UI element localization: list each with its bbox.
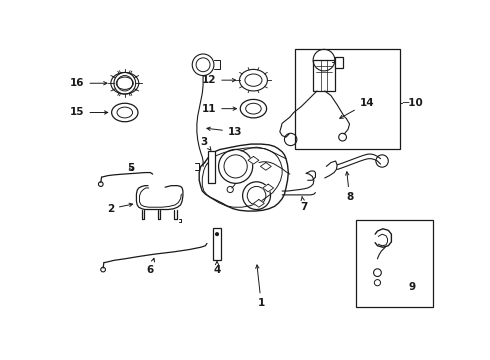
Text: 5: 5 [127, 163, 135, 173]
Ellipse shape [117, 107, 133, 118]
Bar [213, 228, 221, 260]
Bar [313, 60, 335, 91]
Ellipse shape [111, 72, 139, 94]
Bar [335, 57, 343, 68]
Text: 1: 1 [256, 265, 265, 309]
Bar [295, 49, 400, 149]
Text: 8: 8 [345, 172, 353, 202]
Text: 12: 12 [202, 75, 236, 85]
Ellipse shape [240, 99, 267, 118]
Ellipse shape [245, 74, 262, 86]
Ellipse shape [112, 103, 138, 122]
Circle shape [216, 233, 219, 236]
Polygon shape [248, 156, 259, 164]
Text: 16: 16 [70, 78, 107, 88]
Ellipse shape [116, 77, 133, 89]
Text: 15: 15 [70, 108, 108, 117]
Text: 4: 4 [213, 261, 220, 275]
Polygon shape [263, 184, 273, 192]
Text: 2: 2 [107, 203, 133, 214]
Bar [208, 151, 216, 183]
Text: 3: 3 [200, 137, 211, 150]
Text: 11: 11 [202, 104, 236, 114]
Text: ─10: ─10 [402, 98, 423, 108]
Bar [356, 220, 433, 306]
Polygon shape [260, 163, 271, 170]
Polygon shape [202, 148, 282, 207]
Text: 14: 14 [340, 98, 374, 118]
Polygon shape [253, 199, 264, 207]
Ellipse shape [240, 69, 268, 91]
Text: 13: 13 [207, 127, 243, 137]
Polygon shape [199, 144, 288, 211]
Ellipse shape [245, 103, 261, 114]
Text: 6: 6 [147, 258, 154, 275]
Text: 7: 7 [300, 197, 308, 212]
Text: 9: 9 [409, 282, 416, 292]
